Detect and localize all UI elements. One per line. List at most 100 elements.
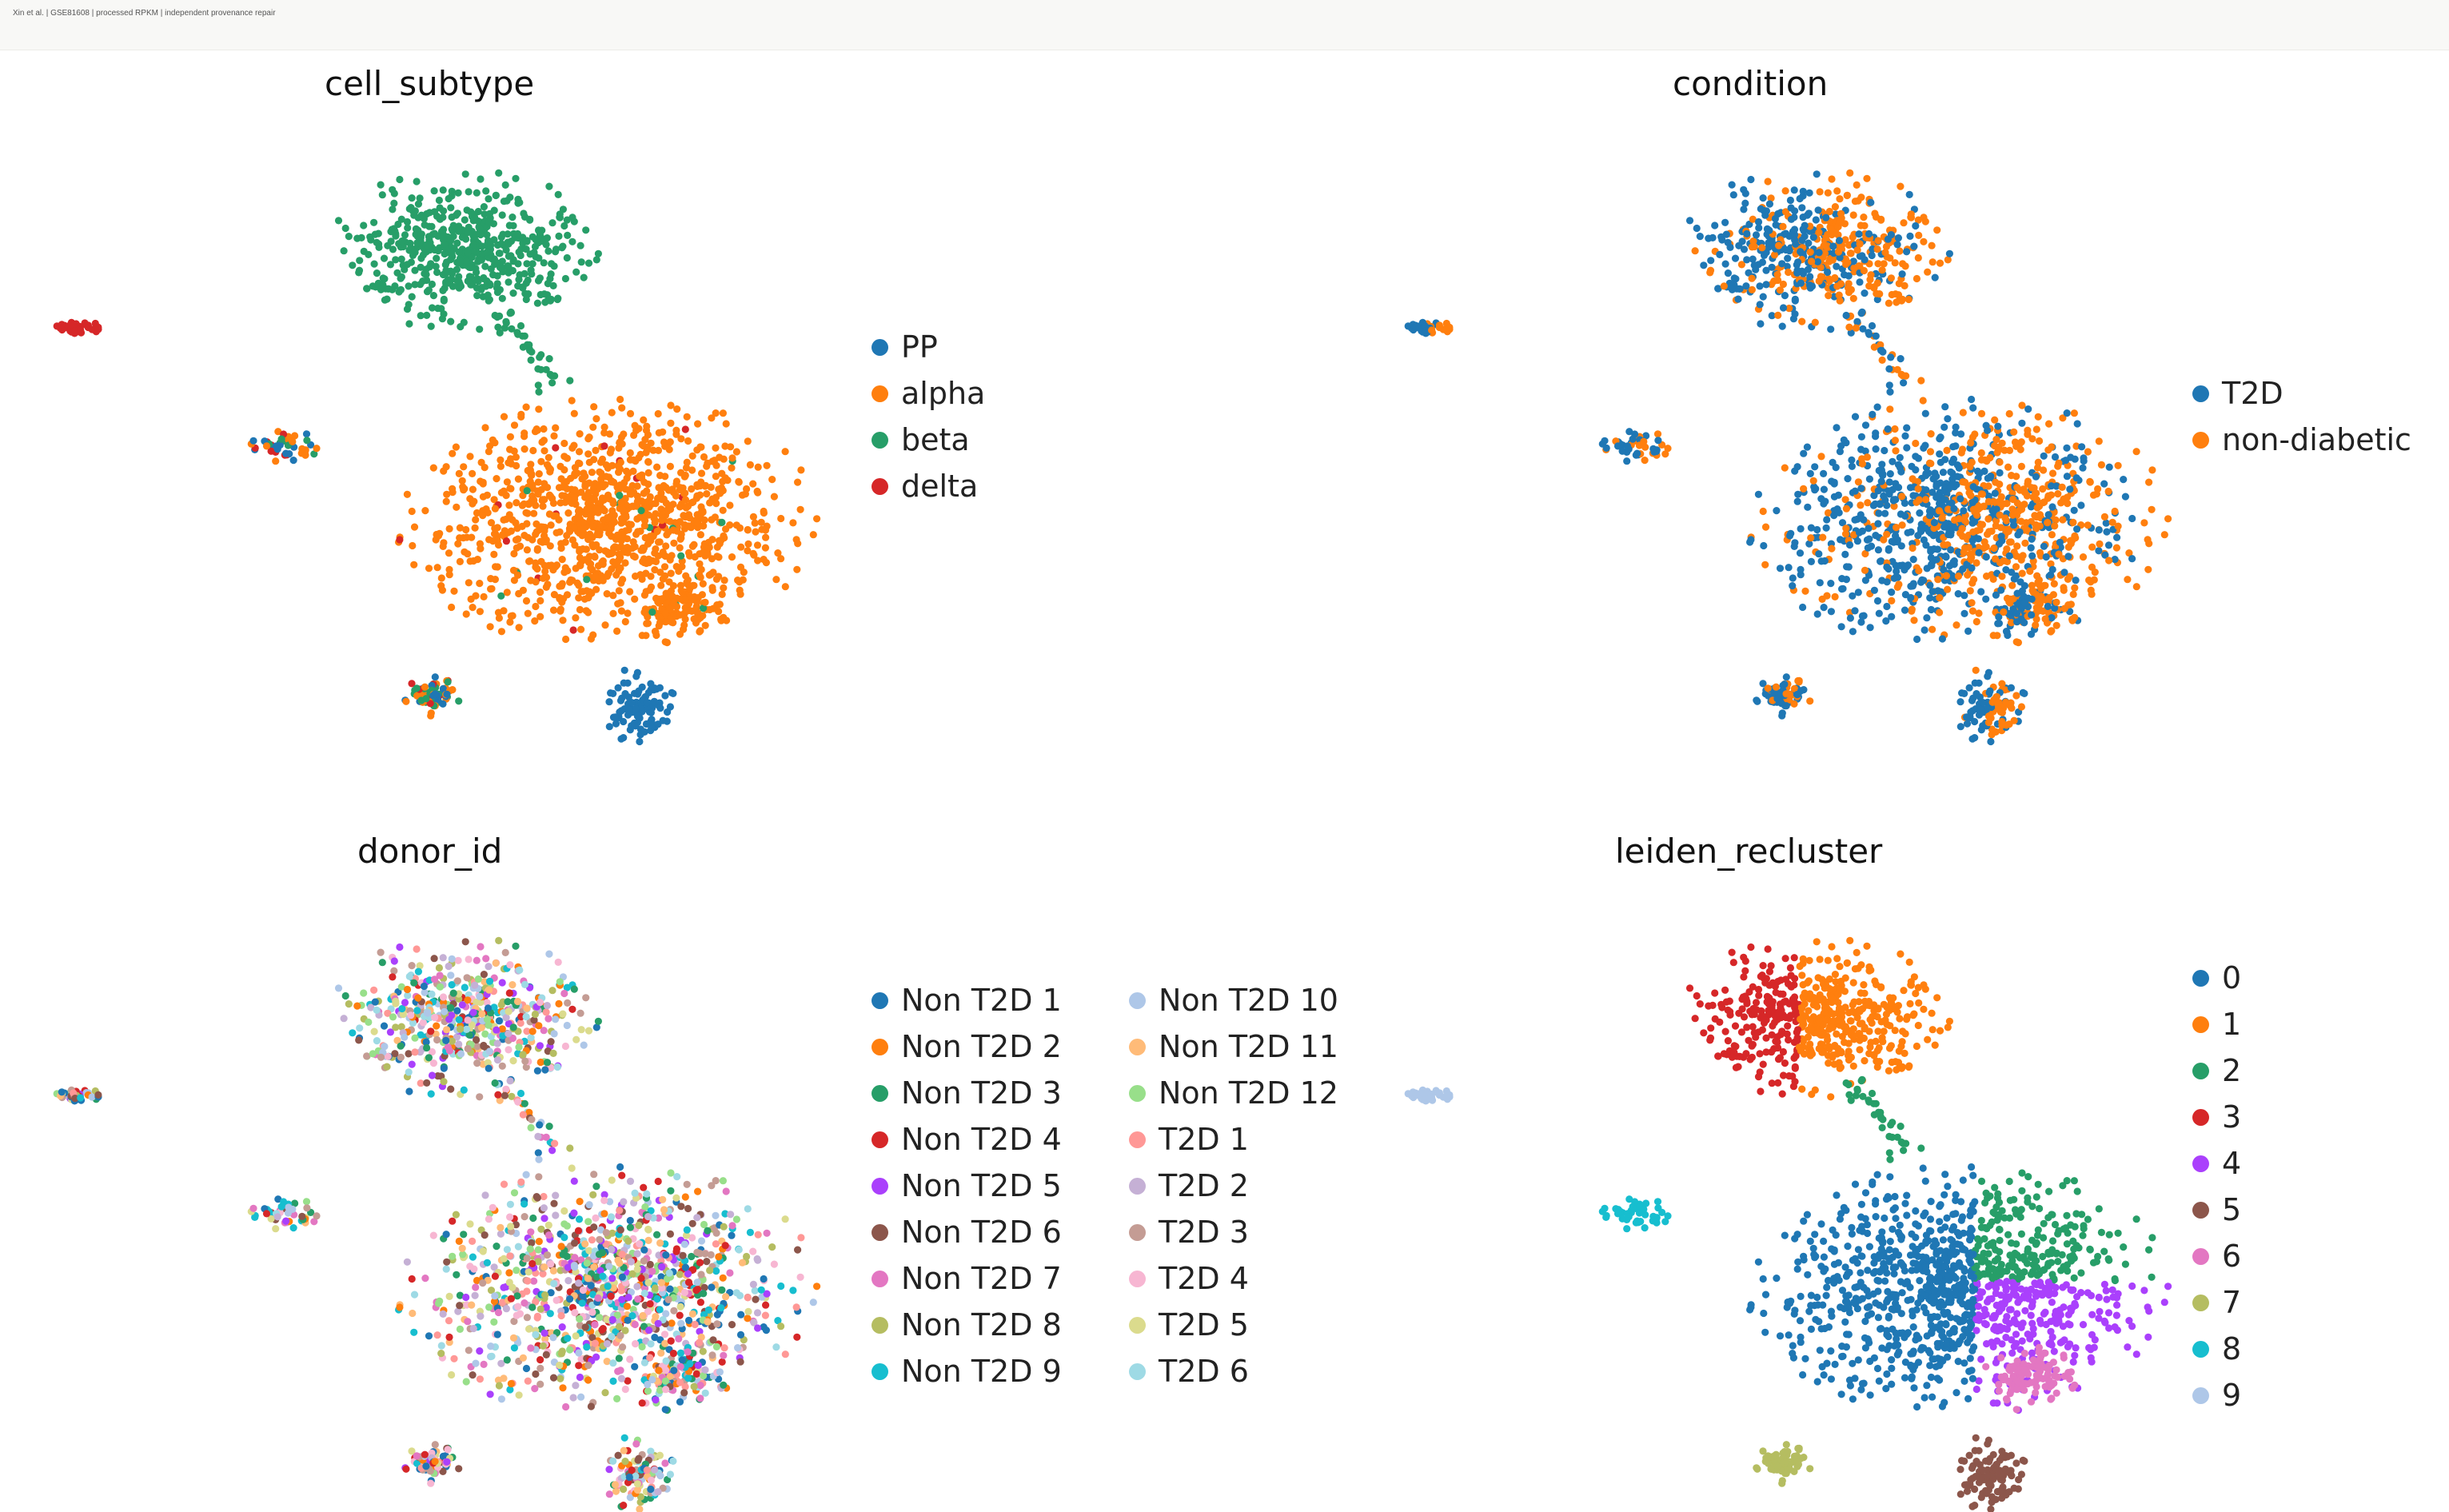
scatter-point	[737, 543, 745, 551]
scatter-point	[455, 1015, 463, 1023]
scatter-point	[680, 621, 688, 629]
scatter-point	[584, 1027, 593, 1035]
scatter-point	[744, 437, 752, 445]
scatter-point	[2073, 525, 2081, 533]
scatter-point	[424, 241, 432, 249]
scatter-point	[1860, 516, 1868, 524]
scatter-point	[683, 413, 691, 421]
scatter-point	[1921, 441, 1929, 449]
scatter-point	[616, 395, 624, 404]
scatter-point	[2089, 491, 2098, 499]
scatter-point	[646, 493, 654, 501]
scatter-point	[2018, 401, 2026, 409]
scatter-point	[636, 473, 644, 481]
scatter-point	[625, 705, 633, 714]
scatter-point	[423, 1079, 431, 1087]
scatter-point	[373, 1037, 381, 1045]
scatter-point	[611, 713, 620, 721]
scatter-point	[1940, 566, 1948, 574]
scatter-point	[1965, 684, 1973, 692]
scatter-point	[721, 474, 729, 482]
scatter-point	[1791, 230, 1799, 239]
scatter-point	[1901, 432, 1909, 440]
scatter-point	[679, 484, 687, 492]
scatter-point	[552, 1015, 560, 1023]
scatter-point	[624, 549, 632, 557]
scatter-point	[1700, 261, 1708, 269]
scatter-point	[2009, 517, 2017, 525]
scatter-point	[262, 442, 271, 450]
scatter-point	[2017, 604, 2025, 612]
scatter-point	[1827, 608, 1835, 616]
scatter-point	[485, 536, 493, 544]
scatter-point	[428, 990, 436, 998]
scatter-point	[517, 251, 525, 260]
scatter-point	[1685, 217, 1694, 225]
scatter-point	[560, 439, 568, 448]
scatter-point	[2073, 420, 2081, 428]
scatter-point	[447, 1085, 455, 1093]
scatter-point	[1741, 189, 1749, 197]
scatter-point	[1972, 617, 1980, 626]
scatter-point	[540, 496, 548, 504]
scatter-point	[461, 216, 469, 224]
scatter-point	[1790, 225, 1799, 233]
scatter-point	[2044, 446, 2052, 454]
scatter-point	[2034, 458, 2042, 466]
scatter-point	[1765, 692, 1773, 700]
scatter-point	[341, 224, 349, 233]
scatter-point	[528, 492, 536, 501]
scatter-point	[2016, 501, 2024, 509]
scatter-point	[542, 241, 550, 249]
scatter-point	[535, 405, 543, 413]
scatter-point	[2055, 550, 2063, 558]
scatter-point	[1845, 289, 1853, 297]
scatter-point	[1997, 493, 2005, 501]
scatter-point	[473, 956, 481, 964]
scatter-point	[676, 581, 685, 589]
scatter-point	[1943, 446, 1951, 454]
scatter-point	[1781, 292, 1789, 300]
scatter-point	[498, 1062, 506, 1070]
scatter-point	[2033, 464, 2042, 472]
scatter-point	[389, 205, 397, 213]
scatter-point	[500, 516, 508, 524]
scatter-point	[440, 310, 448, 318]
scatter-point	[608, 507, 616, 515]
scatter-point	[542, 365, 550, 373]
scatter-point	[383, 1063, 391, 1071]
scatter-point	[423, 276, 431, 285]
scatter-point	[2018, 419, 2026, 427]
scatter-point	[690, 615, 698, 623]
scatter-point	[530, 1016, 538, 1024]
scatter-point	[590, 496, 598, 504]
scatter-point	[534, 381, 542, 389]
scatter-point	[603, 590, 611, 598]
scatter-point	[2088, 543, 2096, 551]
scatter-point	[513, 525, 521, 533]
scatter-point	[2088, 563, 2096, 572]
scatter-point	[602, 461, 610, 469]
scatter-point	[1752, 265, 1760, 273]
scatter-point	[1844, 475, 1852, 483]
scatter-point	[1971, 717, 1979, 726]
scatter-point	[2132, 583, 2140, 591]
scatter-point	[425, 286, 433, 294]
scatter-point	[2067, 600, 2075, 608]
scatter-point	[1846, 614, 1854, 622]
scatter-point	[1806, 273, 1814, 281]
scatter-point	[94, 323, 102, 331]
scatter-point	[485, 218, 493, 226]
scatter-point	[1880, 492, 1888, 501]
scatter-point	[612, 720, 620, 728]
scatter-point	[447, 1003, 455, 1011]
scatter-point	[433, 268, 441, 277]
scatter-point	[481, 210, 489, 218]
scatter-point	[727, 443, 735, 451]
scatter-point	[608, 409, 616, 417]
scatter-point	[1797, 525, 1805, 533]
scatter-point	[1777, 700, 1785, 708]
scatter-point	[1846, 169, 1854, 177]
scatter-point	[1921, 217, 1929, 225]
scatter-point	[1968, 599, 1976, 607]
